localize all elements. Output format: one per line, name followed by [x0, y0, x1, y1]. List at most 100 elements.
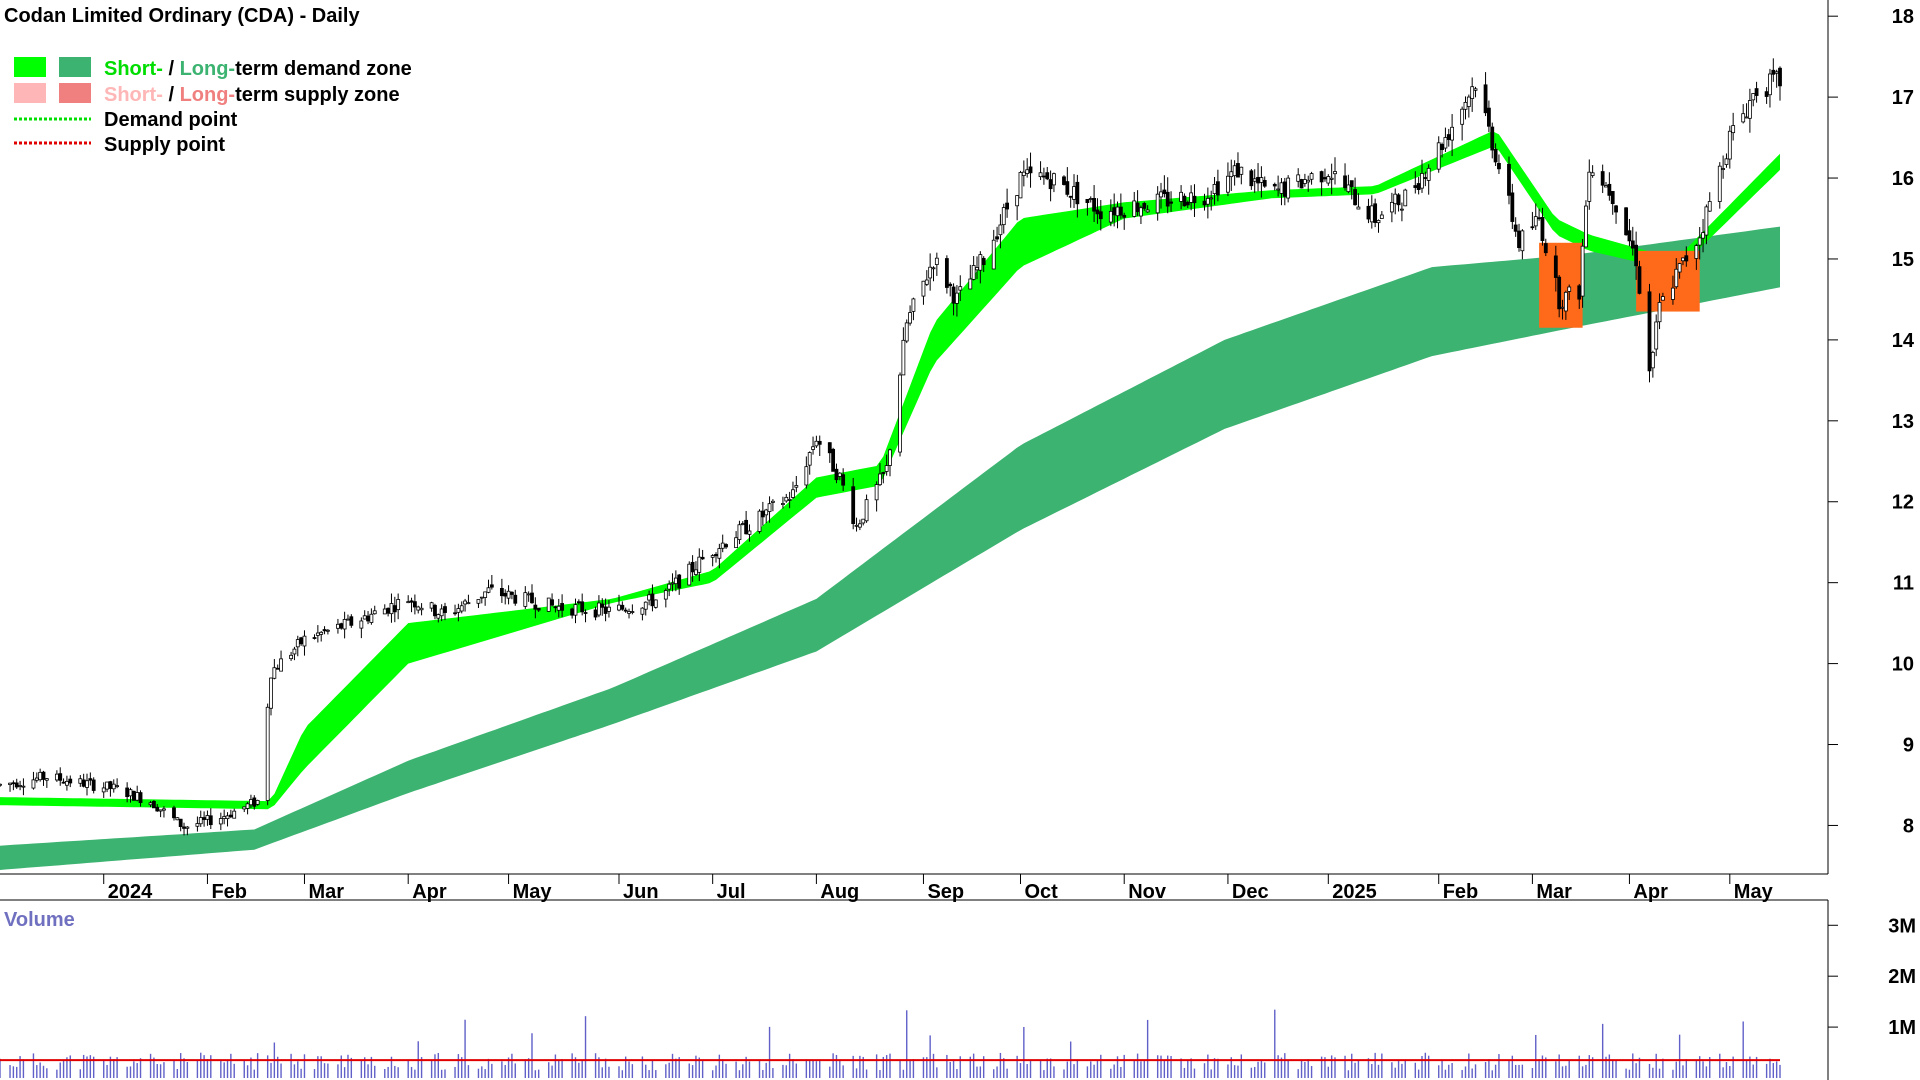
candle-body [600, 603, 605, 608]
candle-body [148, 802, 153, 806]
short-term-zone-band [0, 131, 1780, 810]
legend-supply-rest: term supply zone [235, 84, 399, 106]
candle-body [663, 590, 668, 600]
candle-body [503, 592, 508, 597]
candle-body [1329, 177, 1334, 180]
candle-body [155, 806, 160, 812]
candle-body [1607, 183, 1612, 196]
candle-body [1660, 296, 1665, 301]
candle-body [1681, 257, 1685, 262]
candle-body [791, 489, 795, 498]
candle-body [1483, 84, 1488, 114]
candle-body [546, 597, 551, 612]
candle-body [1376, 220, 1381, 224]
candle-body [1353, 189, 1357, 206]
candle-body [831, 448, 836, 472]
candle-body [934, 257, 939, 265]
candle-body [131, 790, 136, 801]
candle-body [958, 286, 963, 291]
candle-body [1590, 172, 1595, 176]
candle-body [54, 773, 59, 781]
candle-body [1139, 207, 1143, 217]
candle-body [570, 608, 575, 616]
candle-body [1657, 302, 1662, 323]
candle-body [811, 446, 815, 450]
candle-body [1118, 206, 1123, 216]
candle-body [1389, 201, 1394, 213]
candle-body [817, 440, 822, 445]
candle-body [1021, 171, 1026, 176]
candle-body [643, 601, 648, 610]
candle-body [1647, 291, 1652, 372]
candle-body [135, 792, 140, 801]
volume-bars [0, 1009, 1781, 1078]
legend-swatch-short-supply [14, 83, 46, 103]
candle-body [1650, 351, 1655, 369]
candle-body [1323, 177, 1327, 180]
candle-body [108, 781, 113, 789]
candle-body [389, 603, 394, 615]
price-axis-ticks: 18 17 16 15 14 13 12 11 10 9 8 [1828, 6, 1915, 837]
candle-body [1701, 232, 1705, 239]
candle-body [1249, 170, 1254, 187]
candle-body [1778, 67, 1782, 87]
date-tick-label: 2024 [108, 881, 153, 903]
candle-body [21, 785, 26, 788]
candle-body [78, 778, 83, 784]
candle-body [1075, 181, 1080, 205]
candle-body [61, 781, 66, 784]
candle-body [1065, 181, 1070, 195]
candle-body [734, 537, 738, 549]
candle-body [536, 607, 541, 611]
candle-body [841, 474, 846, 486]
legend-supply-point: Supply point [104, 134, 225, 156]
candle-body [1302, 179, 1307, 184]
candle-body [1774, 71, 1779, 74]
candle-body [1654, 321, 1659, 350]
legend-supply-long: Long- [180, 84, 236, 106]
candle-body [781, 503, 785, 505]
candle-body [1473, 88, 1478, 91]
candle-body [1513, 224, 1518, 232]
candle-body [1229, 171, 1234, 178]
candle-body [44, 778, 49, 781]
volume-axis-ticks: 3M 2M 1M [1828, 915, 1916, 1039]
candle-body [653, 599, 658, 608]
candle-body [597, 602, 601, 616]
short-term-demand-zone [0, 131, 1780, 810]
candle-body [523, 592, 528, 607]
candle-body [901, 339, 906, 376]
candle-body [814, 440, 819, 447]
legend: Short- / Long-term demand zone Short- / … [14, 57, 412, 156]
date-tick-label: Dec [1232, 881, 1269, 903]
candle-body [640, 607, 645, 615]
candle-body [720, 542, 725, 549]
candle-body [1520, 230, 1525, 252]
candle-body [0, 783, 2, 786]
candle-body [1045, 172, 1050, 180]
chart-title: Codan Limited Ordinary (CDA) - Daily [4, 5, 360, 27]
long-term-demand-zone [0, 226, 1780, 871]
candle-body [690, 561, 695, 573]
candle-body [85, 780, 89, 788]
volume-tick-label: 3M [1888, 915, 1916, 937]
candle-body [1282, 181, 1287, 197]
candle-body [1182, 195, 1187, 207]
candle-body [617, 604, 621, 611]
candle-body [182, 826, 186, 829]
candle-body [1256, 176, 1260, 184]
price-tick-label: 13 [1892, 411, 1914, 433]
candle-body [1279, 182, 1284, 194]
candle-body [101, 787, 106, 793]
candle-body [14, 782, 19, 788]
candle-body [392, 605, 397, 613]
candle-body [857, 523, 862, 528]
candle-body [1192, 195, 1197, 204]
candle-body [1205, 198, 1210, 205]
candle-body [336, 623, 340, 629]
date-tick-label: Jul [717, 881, 746, 903]
candle-body [1252, 178, 1257, 182]
candle-body [981, 257, 986, 266]
candle-body [724, 544, 728, 548]
candle-body [483, 591, 488, 598]
